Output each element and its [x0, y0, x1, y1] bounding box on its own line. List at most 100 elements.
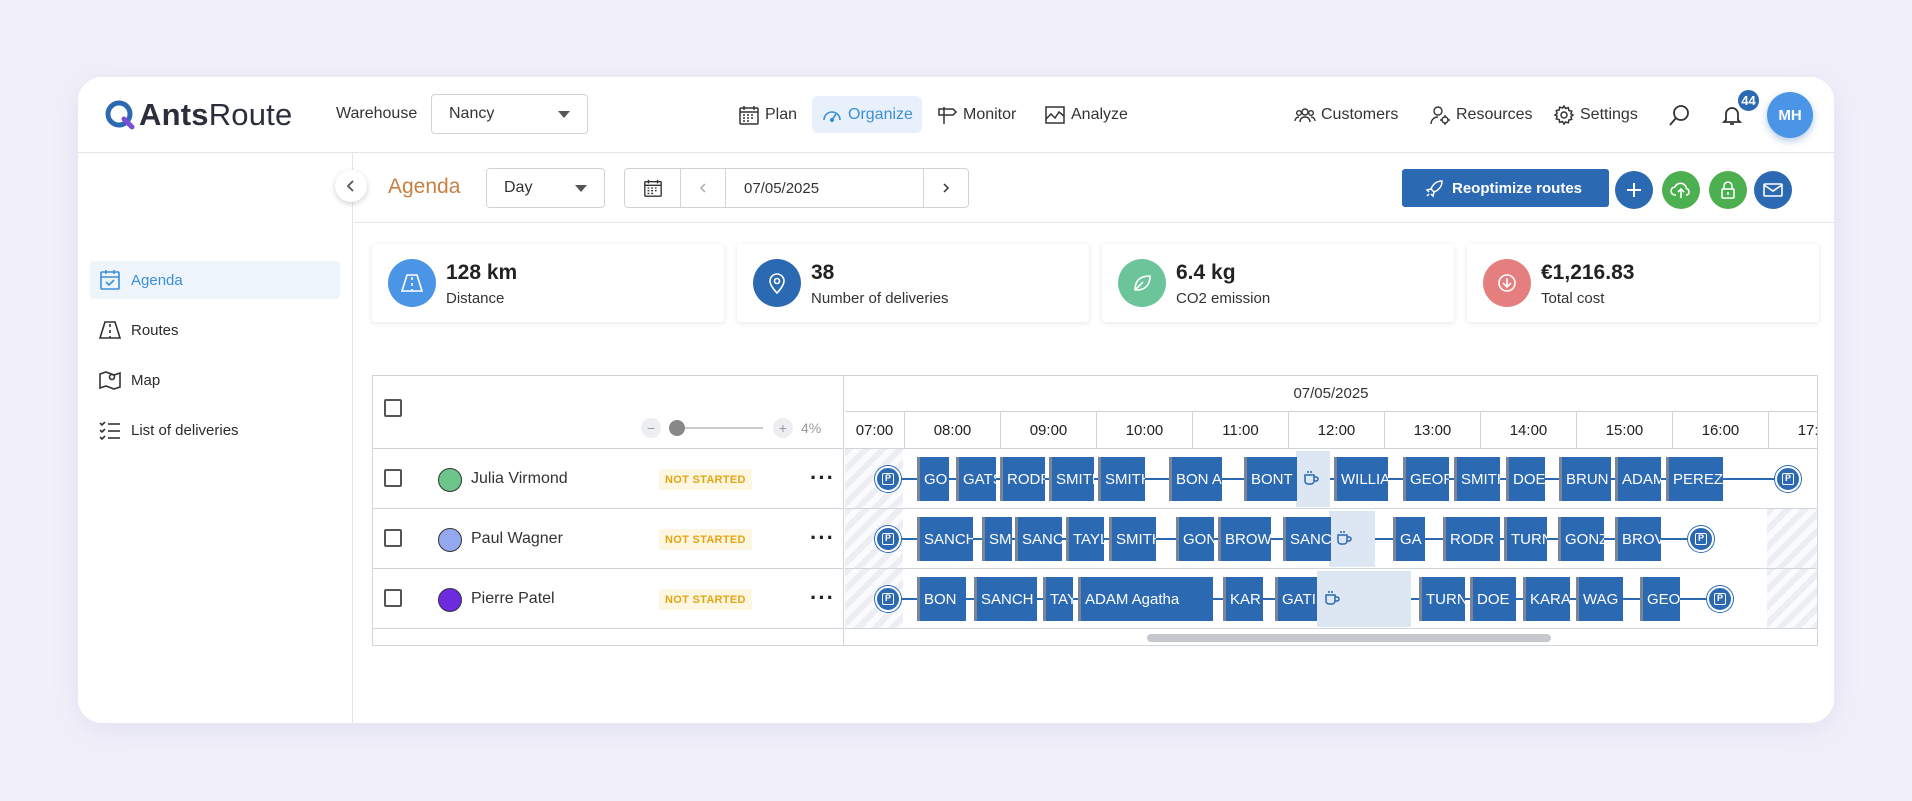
zoom-in-button[interactable]: +	[773, 418, 793, 438]
delivery-stop[interactable]: ADAM Agatha	[1078, 577, 1213, 621]
depot-icon[interactable]: P	[1775, 466, 1801, 492]
depot-icon[interactable]: P	[1688, 526, 1714, 552]
delivery-stop[interactable]: SMITH	[1109, 517, 1156, 561]
kpi-value: 38	[811, 261, 835, 284]
delivery-stop[interactable]: TAYL	[1066, 517, 1104, 561]
delivery-stop[interactable]: DOE	[1506, 457, 1545, 501]
reoptimize-routes-button[interactable]: Reoptimize routes	[1402, 169, 1609, 207]
search-button[interactable]	[1666, 101, 1694, 129]
delivery-stop[interactable]: SMI	[982, 517, 1012, 561]
delivery-stop[interactable]: GATS	[956, 457, 996, 501]
depot-icon[interactable]: P	[875, 466, 901, 492]
more-options-icon[interactable]: ···	[810, 585, 835, 610]
select-all-checkbox[interactable]	[384, 399, 402, 417]
calendar-picker-button[interactable]	[625, 169, 681, 207]
prev-date-button[interactable]	[681, 169, 726, 207]
delivery-stop[interactable]: BRUN	[1559, 457, 1611, 501]
next-date-button[interactable]	[924, 169, 968, 207]
hour-label: 11:00	[1193, 412, 1289, 448]
delivery-stop[interactable]: RODR	[1443, 517, 1500, 561]
delivery-stop[interactable]: GATI	[1275, 577, 1317, 621]
nav-plan-label: Plan	[765, 105, 798, 123]
add-button[interactable]	[1615, 171, 1653, 209]
delivery-stop[interactable]: TURN	[1504, 517, 1547, 561]
cloud-upload-button[interactable]	[1662, 171, 1700, 209]
delivery-stop[interactable]: BON	[917, 577, 966, 621]
driver-row[interactable]: Pierre Patel NOT STARTED ···	[373, 568, 844, 628]
warehouse-select[interactable]: Nancy	[431, 94, 588, 134]
delivery-stop[interactable]: SANC	[1015, 517, 1062, 561]
driver-row[interactable]: Paul Wagner NOT STARTED ···	[373, 508, 844, 568]
calendar-check-icon	[100, 270, 120, 290]
delivery-stop[interactable]: GEOR	[1403, 457, 1449, 501]
driver-checkbox[interactable]	[384, 589, 402, 607]
delivery-stop[interactable]: GEO	[1640, 577, 1680, 621]
logo[interactable]: AntsRoute	[104, 97, 292, 133]
nav-customers[interactable]: Customers	[1288, 96, 1404, 133]
delivery-stop[interactable]: GO	[917, 457, 949, 501]
driver-checkbox[interactable]	[384, 529, 402, 547]
delivery-stop[interactable]: GA	[1393, 517, 1425, 561]
zoom-slider-track[interactable]	[671, 427, 763, 429]
email-button[interactable]	[1754, 171, 1792, 209]
delivery-stop[interactable]: TAY	[1043, 577, 1073, 621]
delivery-stop[interactable]: KAR	[1223, 577, 1263, 621]
collapse-sidebar-button[interactable]	[335, 170, 367, 202]
delivery-stop[interactable]: BONT	[1244, 457, 1297, 501]
depot-icon[interactable]: P	[875, 526, 901, 552]
road-icon	[98, 321, 122, 339]
nav-resources[interactable]: Resources	[1423, 96, 1538, 133]
delivery-stop[interactable]: SANCH	[974, 577, 1037, 621]
more-options-icon[interactable]: ···	[810, 525, 835, 550]
lock-button[interactable]	[1709, 171, 1747, 209]
delivery-stop[interactable]: SMITH	[1454, 457, 1500, 501]
horizontal-scrollbar[interactable]	[1147, 634, 1551, 642]
notification-badge: 44	[1736, 88, 1761, 113]
zoom-slider-handle[interactable]	[669, 420, 685, 436]
driver-row[interactable]: Julia Virmond NOT STARTED ···	[373, 448, 844, 508]
delivery-stop[interactable]: WILLIA	[1334, 457, 1388, 501]
delivery-stop[interactable]: TURN	[1419, 577, 1465, 621]
delivery-stop[interactable]: BROV	[1615, 517, 1661, 561]
break-block[interactable]	[1317, 571, 1411, 627]
delivery-stop[interactable]: PEREZ	[1666, 457, 1723, 501]
nav-organize[interactable]: Organize	[812, 96, 922, 133]
break-block[interactable]	[1296, 451, 1330, 507]
sidebar-item-routes[interactable]: Routes	[90, 311, 340, 349]
delivery-stop[interactable]: ADAM	[1615, 457, 1661, 501]
warehouse-value: Nancy	[449, 105, 495, 122]
view-select[interactable]: Day	[486, 168, 605, 208]
nav-plan[interactable]: Plan	[732, 96, 803, 133]
delivery-stop[interactable]: BON A	[1169, 457, 1222, 501]
depot-icon[interactable]: P	[1707, 586, 1733, 612]
delivery-stop[interactable]: BROW	[1218, 517, 1271, 561]
delivery-stop[interactable]: SANC	[1283, 517, 1331, 561]
hour-label: 08:00	[905, 412, 1001, 448]
delivery-stop[interactable]: KARA	[1523, 577, 1570, 621]
more-options-icon[interactable]: ···	[810, 465, 835, 490]
sidebar-item-agenda[interactable]: Agenda	[90, 261, 340, 299]
break-block[interactable]	[1329, 511, 1375, 567]
driver-color-dot	[438, 528, 462, 552]
delivery-stop[interactable]: RODR	[1000, 457, 1045, 501]
driver-checkbox[interactable]	[384, 469, 402, 487]
sidebar-item-map[interactable]: Map	[90, 361, 340, 399]
sidebar-item-list-of-deliveries[interactable]: List of deliveries	[90, 411, 340, 449]
delivery-stop[interactable]: SANCH	[917, 517, 973, 561]
depot-icon[interactable]: P	[875, 586, 901, 612]
hour-label: 16:00	[1673, 412, 1769, 448]
delivery-stop[interactable]: WAG	[1576, 577, 1623, 621]
avatar[interactable]: MH	[1767, 92, 1813, 138]
delivery-stop[interactable]: GONZ	[1558, 517, 1604, 561]
date-field[interactable]: 07/05/2025	[726, 169, 924, 207]
delivery-stop[interactable]: DOE	[1470, 577, 1516, 621]
nav-settings[interactable]: Settings	[1547, 96, 1644, 133]
delivery-stop[interactable]: SMITH	[1049, 457, 1094, 501]
nav-analyze[interactable]: Analyze	[1038, 96, 1134, 133]
nav-monitor[interactable]: Monitor	[930, 96, 1022, 133]
sidebar: Agenda Routes Map List of deliveries	[78, 153, 353, 723]
zoom-out-button[interactable]: −	[641, 418, 661, 438]
notifications-button[interactable]	[1718, 101, 1746, 129]
delivery-stop[interactable]: SMITH	[1098, 457, 1145, 501]
delivery-stop[interactable]: GON	[1176, 517, 1214, 561]
